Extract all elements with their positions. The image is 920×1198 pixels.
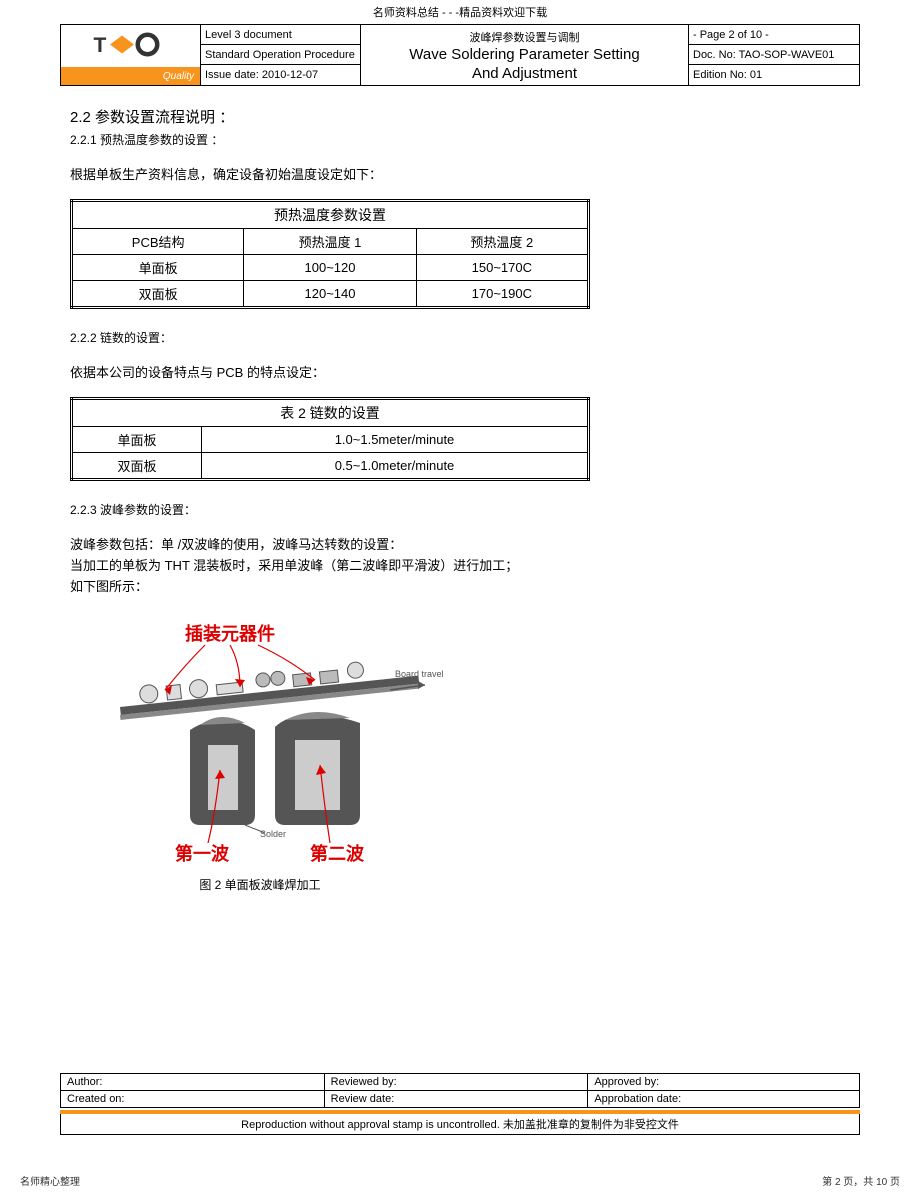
- wave1-label: 第一波: [175, 843, 230, 864]
- figure-caption: 图 2 单面板波峰焊加工: [90, 876, 430, 893]
- svg-text:T: T: [93, 34, 106, 57]
- title-en-2: And Adjustment: [472, 64, 577, 84]
- t1-h3: 预热温度 2: [416, 229, 588, 255]
- doc-number: Doc. No: TAO-SOP-WAVE01: [689, 45, 859, 65]
- logo: T: [61, 25, 200, 67]
- wave2-label: 第二波: [310, 843, 365, 864]
- meta-left: Level 3 document Standard Operation Proc…: [201, 25, 361, 85]
- reviewed-cell: Reviewed by:: [324, 1074, 588, 1091]
- section-2-2-3: 2.2.3 波峰参数的设置：: [70, 501, 850, 518]
- logo-cell: T Quality: [61, 25, 201, 85]
- t2-r1c2: 1.0~1.5meter/minute: [202, 427, 589, 453]
- t2-r2c2: 0.5~1.0meter/minute: [202, 453, 589, 480]
- t1-r2c1: 双面板: [72, 281, 244, 308]
- body-2-2-3-l1: 波峰参数包括：单 /双波峰的使用，波峰马达转数的设置：: [70, 534, 850, 553]
- figure-2: Board travel Solder 插装元器件 第一波 第二波: [90, 615, 850, 893]
- body-2-2-2: 依据本公司的设备特点与 PCB 的特点设定：: [70, 362, 850, 381]
- approdate-cell: Approbation date:: [588, 1091, 860, 1108]
- body-2-2-3-l3: 如下图所示：: [70, 576, 850, 595]
- body-2-2-1: 根据单板生产资料信息，确定设备初始温度设定如下：: [70, 164, 850, 183]
- preheat-table: 预热温度参数设置 PCB结构 预热温度 1 预热温度 2 单面板 100~120…: [70, 199, 590, 309]
- board-travel-label: Board travel: [395, 669, 444, 679]
- doc-level: Level 3 document: [201, 25, 360, 45]
- components-label: 插装元器件: [185, 623, 275, 644]
- t1-r1c3: 150~170C: [416, 255, 588, 281]
- title-en-1: Wave Soldering Parameter Setting: [409, 45, 639, 65]
- doc-issue: Issue date: 2010-12-07: [201, 65, 360, 85]
- edition-number: Edition No: 01: [689, 65, 859, 85]
- top-banner: 名师资料总结 - - -精品资料欢迎下载: [0, 0, 920, 24]
- t2-r1c1: 单面板: [72, 427, 202, 453]
- author-cell: Author:: [61, 1074, 325, 1091]
- t1-r2c2: 120~140: [244, 281, 416, 308]
- content: 2.2 参数设置流程说明 ： 2.2.1 预热温度参数的设置 ： 根据单板生产资…: [60, 86, 860, 913]
- title-column: 波峰焊参数设置与调制 Wave Soldering Parameter Sett…: [361, 25, 689, 85]
- meta-right: - Page 2 of 10 - Doc. No: TAO-SOP-WAVE01…: [689, 25, 859, 85]
- t1-h2: 预热温度 1: [244, 229, 416, 255]
- t1-h1: PCB结构: [72, 229, 244, 255]
- reviewdate-cell: Review date:: [324, 1091, 588, 1108]
- wave-diagram: Board travel Solder 插装元器件 第一波 第二波: [90, 615, 450, 865]
- footer-right: 第 2 页，共 10 页: [822, 1173, 900, 1188]
- preheat-title: 预热温度参数设置: [72, 201, 589, 229]
- body-2-2-3-l2: 当加工的单板为 THT 混装板时，采用单波峰（第二波峰即平滑波）进行加工；: [70, 555, 850, 574]
- t1-r2c3: 170~190C: [416, 281, 588, 308]
- logo-quality: Quality: [61, 67, 200, 85]
- doc-header: T Quality Level 3 document Standard Oper…: [60, 24, 860, 86]
- signature-table: Author: Reviewed by: Approved by: Create…: [60, 1073, 860, 1108]
- page-number: - Page 2 of 10 -: [689, 25, 859, 45]
- footer-left: 名师精心整理: [20, 1173, 80, 1188]
- t2-r2c1: 双面板: [72, 453, 202, 480]
- section-2-2: 2.2 参数设置流程说明 ：: [70, 106, 850, 127]
- solder-label: Solder: [260, 829, 286, 839]
- chain-title: 表 2 链数的设置: [72, 399, 589, 427]
- page-footer: 名师精心整理 第 2 页，共 10 页: [0, 1143, 920, 1198]
- doc-sop: Standard Operation Procedure: [201, 45, 360, 65]
- t1-r1c1: 单面板: [72, 255, 244, 281]
- section-2-2-2: 2.2.2 链数的设置：: [70, 329, 850, 346]
- title-cn: 波峰焊参数设置与调制: [470, 27, 580, 45]
- section-2-2-1: 2.2.1 预热温度参数的设置 ：: [70, 131, 850, 148]
- footer-block: Author: Reviewed by: Approved by: Create…: [0, 1073, 920, 1143]
- approved-cell: Approved by:: [588, 1074, 860, 1091]
- created-cell: Created on:: [61, 1091, 325, 1108]
- chain-table: 表 2 链数的设置 单面板 1.0~1.5meter/minute 双面板 0.…: [70, 397, 590, 481]
- page-body: T Quality Level 3 document Standard Oper…: [0, 24, 920, 923]
- t1-r1c2: 100~120: [244, 255, 416, 281]
